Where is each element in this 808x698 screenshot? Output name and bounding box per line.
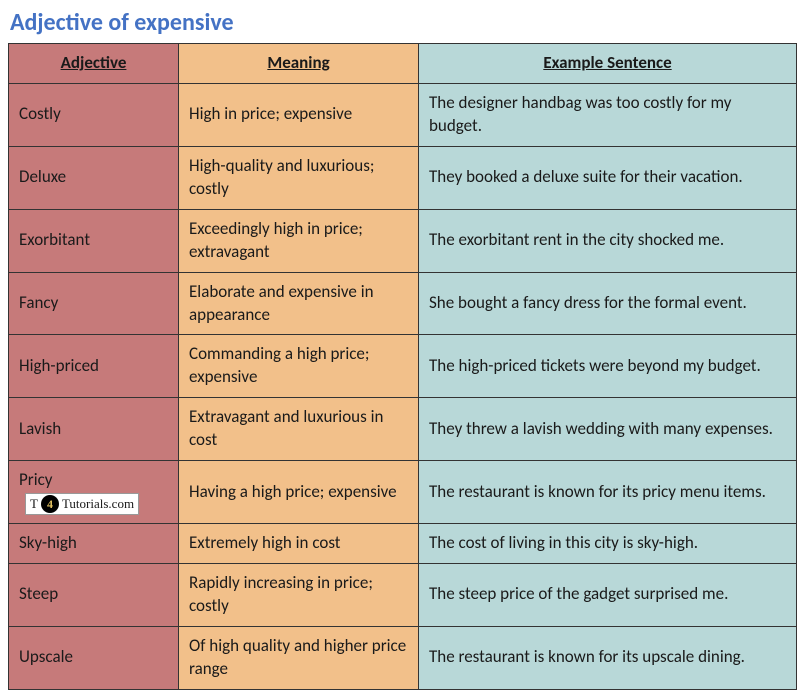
cell-example: They booked a deluxe suite for their vac… — [419, 146, 797, 209]
table-row: High-priced Commanding a high price; expe… — [9, 335, 797, 398]
cell-example: They threw a lavish wedding with many ex… — [419, 398, 797, 461]
cell-meaning: High-quality and luxurious; costly — [179, 146, 419, 209]
cell-meaning: Having a high price; expensive — [179, 461, 419, 524]
table-body: Costly High in price; expensiveThe design… — [9, 83, 797, 689]
col-header-example: Example Sentence — [419, 44, 797, 84]
cell-example: The restaurant is known for its pricy me… — [419, 461, 797, 524]
cell-adjective: Upscale — [9, 626, 179, 689]
cell-meaning: Commanding a high price; expensive — [179, 335, 419, 398]
col-header-adjective: Adjective — [9, 44, 179, 84]
cell-adjective: Deluxe — [9, 146, 179, 209]
adjective-text: Costly — [19, 103, 61, 124]
cell-meaning: Extremely high in cost — [179, 524, 419, 564]
cell-adjective: Exorbitant — [9, 209, 179, 272]
cell-meaning: Of high quality and higher price range — [179, 626, 419, 689]
cell-meaning: High in price; expensive — [179, 83, 419, 146]
table-row: Fancy Elaborate and expensive in appearan… — [9, 272, 797, 335]
cell-example: The exorbitant rent in the city shocked … — [419, 209, 797, 272]
table-header-row: Adjective Meaning Example Sentence — [9, 44, 797, 84]
adjective-text: Sky-high — [19, 532, 77, 553]
cell-adjective: Sky-high — [9, 524, 179, 564]
adjective-text: Steep — [19, 583, 58, 604]
watermark-suffix: Tutorials.com — [62, 495, 134, 513]
adjective-text: Exorbitant — [19, 229, 90, 250]
table-row: Lavish Extravagant and luxurious in costT… — [9, 398, 797, 461]
table-row: Upscale Of high quality and higher price … — [9, 626, 797, 689]
table-row: Costly High in price; expensiveThe design… — [9, 83, 797, 146]
cell-example: The steep price of the gadget surprised … — [419, 564, 797, 627]
cell-adjective: Lavish — [9, 398, 179, 461]
table-row: Sky-high Extremely high in costThe cost o… — [9, 524, 797, 564]
adjective-text: Lavish — [19, 418, 61, 439]
table-row: Exorbitant Exceedingly high in price; ext… — [9, 209, 797, 272]
cell-adjective: High-priced — [9, 335, 179, 398]
watermark-prefix: T — [30, 495, 38, 513]
cell-adjective: Costly — [9, 83, 179, 146]
cell-meaning: Rapidly increasing in price; costly — [179, 564, 419, 627]
cell-example: The restaurant is known for its upscale … — [419, 626, 797, 689]
adjective-text: Upscale — [19, 646, 73, 667]
adjective-text: High-priced — [19, 355, 99, 376]
table-row: Deluxe High-quality and luxurious; costly… — [9, 146, 797, 209]
cell-adjective: Fancy — [9, 272, 179, 335]
table-row: Steep Rapidly increasing in price; costly… — [9, 564, 797, 627]
cell-example: She bought a fancy dress for the formal … — [419, 272, 797, 335]
watermark-badge: T4Tutorials.com — [25, 493, 139, 515]
cell-example: The designer handbag was too costly for … — [419, 83, 797, 146]
table-row: Pricy T4Tutorials.com Having a high price;… — [9, 461, 797, 524]
cell-adjective: Steep — [9, 564, 179, 627]
cell-example: The cost of living in this city is sky-h… — [419, 524, 797, 564]
col-header-meaning: Meaning — [179, 44, 419, 84]
cell-meaning: Exceedingly high in price; extravagant — [179, 209, 419, 272]
adjective-table: Adjective Meaning Example Sentence Costl… — [8, 43, 797, 690]
adjective-text: Pricy — [19, 469, 53, 490]
cell-adjective: Pricy T4Tutorials.com — [9, 461, 179, 524]
cell-meaning: Extravagant and luxurious in cost — [179, 398, 419, 461]
adjective-text: Deluxe — [19, 166, 66, 187]
watermark-circle-icon: 4 — [41, 495, 59, 513]
cell-meaning: Elaborate and expensive in appearance — [179, 272, 419, 335]
page-title: Adjective of expensive — [10, 8, 800, 37]
adjective-text: Fancy — [19, 292, 58, 313]
cell-example: The high-priced tickets were beyond my b… — [419, 335, 797, 398]
